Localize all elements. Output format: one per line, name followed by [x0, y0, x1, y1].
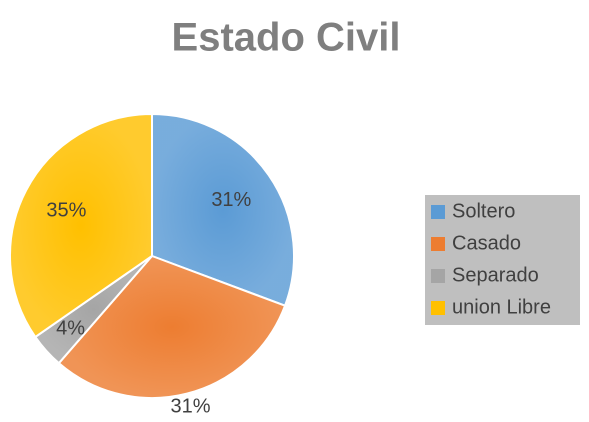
- legend-swatch: [431, 269, 445, 283]
- slice-sheen: [58, 256, 286, 398]
- data-label: 35%: [46, 200, 86, 222]
- data-label: 31%: [211, 189, 251, 211]
- legend: Soltero Casado Separado union Libre: [431, 200, 551, 318]
- legend-swatch: [431, 205, 445, 219]
- pie: 31% 31% 4% 35%: [9, 112, 295, 418]
- slice-sheen: [9, 113, 152, 337]
- data-label: 4%: [56, 317, 85, 339]
- legend-label: Soltero: [452, 200, 515, 222]
- slice-sheen: [35, 256, 152, 364]
- slice-sheen: [152, 114, 294, 306]
- legend-swatch: [431, 237, 445, 251]
- legend-label: union Libre: [452, 296, 551, 318]
- data-label: 31%: [170, 396, 210, 418]
- legend-label: Casado: [452, 232, 521, 254]
- legend-box: [425, 195, 580, 325]
- legend-label: Separado: [452, 264, 539, 286]
- chart-title: Estado Civil: [172, 16, 401, 60]
- legend-swatch: [431, 301, 445, 315]
